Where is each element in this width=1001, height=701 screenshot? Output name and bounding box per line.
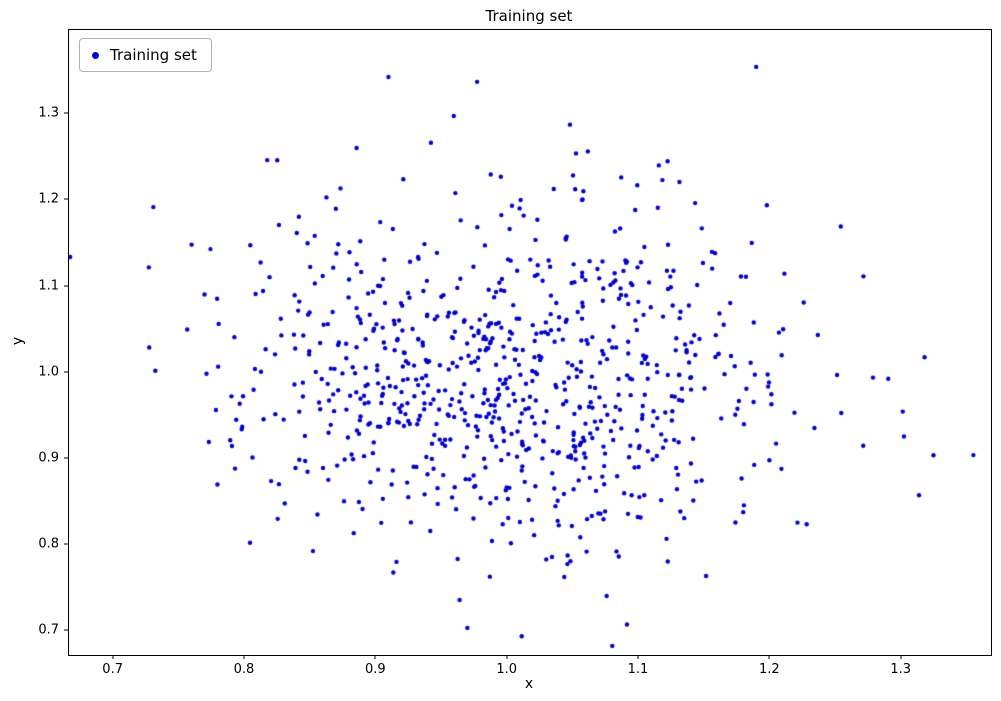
y-tick-mark (64, 285, 68, 287)
y-tick-label: 1.2 (38, 191, 59, 207)
x-tick-label: 0.8 (233, 662, 255, 677)
x-tick-mark (243, 655, 245, 659)
plot-area (68, 29, 992, 656)
x-tick-mark (112, 655, 114, 659)
x-tick-label: 1.0 (496, 662, 518, 677)
x-tick-mark (506, 655, 508, 659)
x-tick-label: 1.3 (890, 662, 912, 677)
x-tick-label: 0.7 (102, 662, 123, 677)
x-tick-mark (768, 655, 770, 659)
y-tick-label: 0.7 (38, 622, 59, 638)
x-tick-label: 1.1 (627, 662, 649, 677)
x-tick-label: 0.9 (364, 662, 386, 677)
y-tick-mark (64, 457, 68, 459)
y-tick-mark (64, 112, 68, 114)
x-tick-mark (374, 655, 376, 659)
y-tick-label: 1.1 (38, 278, 59, 294)
legend-label: Training set (110, 46, 197, 64)
y-tick-mark (64, 371, 68, 373)
y-tick-mark (64, 629, 68, 631)
y-tick-label: 0.9 (38, 450, 59, 466)
legend-marker-icon (92, 51, 99, 59)
y-axis-label: y (10, 336, 26, 346)
legend: Training set (79, 38, 212, 72)
scatter-points-canvas (69, 30, 991, 655)
y-tick-mark (64, 543, 68, 545)
x-axis-label: x (524, 676, 534, 692)
y-tick-label: 0.8 (38, 536, 59, 552)
x-tick-mark (900, 655, 902, 659)
y-tick-mark (64, 198, 68, 200)
x-tick-label: 1.2 (759, 662, 780, 677)
y-tick-label: 1.0 (38, 364, 59, 380)
y-tick-label: 1.3 (38, 105, 59, 121)
chart-title: Training set (485, 7, 573, 25)
x-tick-mark (637, 655, 639, 659)
